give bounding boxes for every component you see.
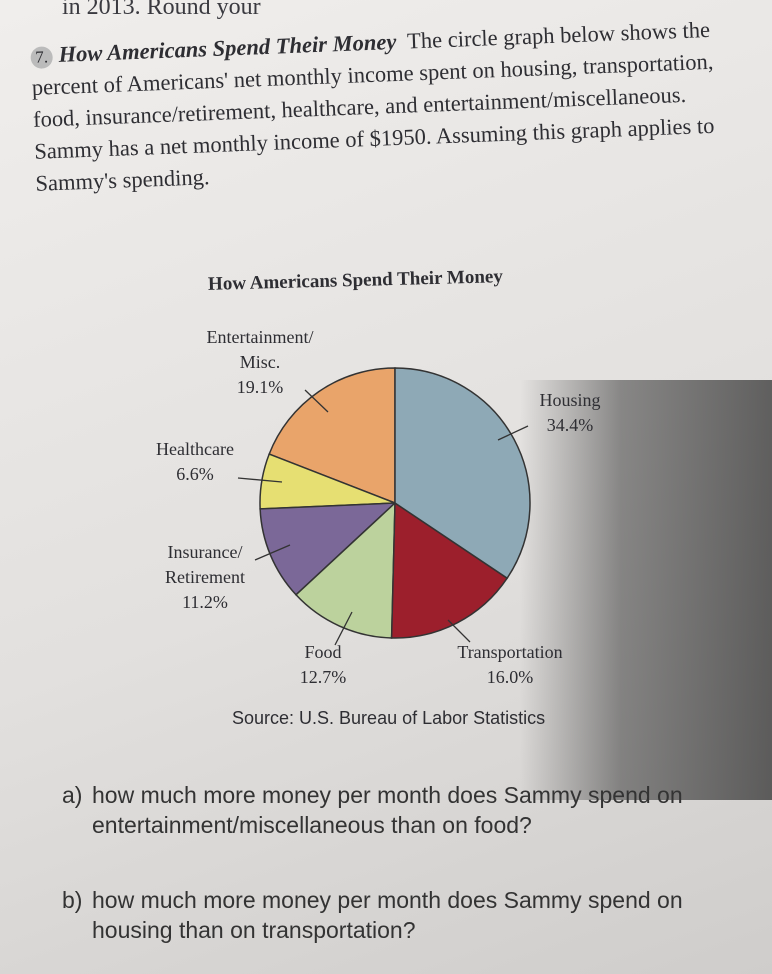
slice-label: Healthcare 6.6% [120, 437, 270, 487]
source: Source: U.S. Bureau of Labor Statistics [232, 708, 546, 728]
category-label: Food [304, 642, 342, 662]
category-label: Transportation [457, 642, 563, 662]
pie-slice [294, 501, 396, 639]
slice-label: Food 12.7% [248, 640, 398, 690]
leader-line [497, 425, 529, 441]
value-label: 34.4% [546, 415, 594, 435]
value-label: 11.2% [182, 592, 228, 612]
question-text: how much more money per month does Sammy… [92, 887, 683, 943]
slice-label: Insurance/ Retirement 11.2% [130, 540, 280, 615]
question: b) how much more money per month does Sam… [62, 885, 762, 945]
leader-line [237, 477, 283, 483]
leader-line [304, 389, 329, 413]
leader-line [334, 611, 353, 646]
leader-lines [237, 389, 529, 646]
question: a) how much more money per month does Sam… [62, 780, 762, 840]
pie-slice [394, 367, 531, 580]
slice-label: Entertainment/ Misc. 19.1% [185, 325, 335, 400]
value-label: 12.7% [299, 667, 347, 687]
category-label: Healthcare [156, 439, 234, 459]
category-label: Entertainment/ Misc. [206, 327, 314, 372]
value-label: 19.1% [236, 377, 284, 397]
question-label: b) [62, 887, 83, 913]
category-label: Insurance/ Retirement [165, 542, 245, 587]
pie-slice [390, 501, 509, 639]
pie-slice [268, 367, 396, 505]
value-label: 6.6% [176, 464, 214, 484]
category-label: Housing [539, 390, 601, 410]
leader-line [254, 544, 291, 561]
shadow [520, 380, 772, 800]
question-label: a) [62, 782, 83, 808]
pie-slice [259, 502, 398, 596]
slice-label: Housing 34.4% [495, 388, 645, 438]
slice-label: Transportation 16.0% [435, 640, 585, 690]
leader-line [447, 619, 471, 643]
value-label: 16.0% [486, 667, 534, 687]
header: in 2013. Round your [62, 0, 261, 20]
question-text: how much more money per month does Sammy… [92, 782, 683, 838]
